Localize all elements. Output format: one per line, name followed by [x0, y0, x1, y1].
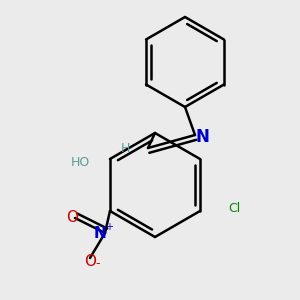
Text: N: N	[94, 226, 106, 241]
Text: Cl: Cl	[228, 202, 240, 214]
Text: O: O	[66, 211, 78, 226]
Text: H: H	[120, 142, 130, 154]
Text: -: -	[96, 257, 100, 271]
Text: O: O	[84, 254, 96, 268]
Text: N: N	[195, 128, 209, 146]
Text: HO: HO	[70, 155, 90, 169]
Text: +: +	[105, 222, 113, 232]
